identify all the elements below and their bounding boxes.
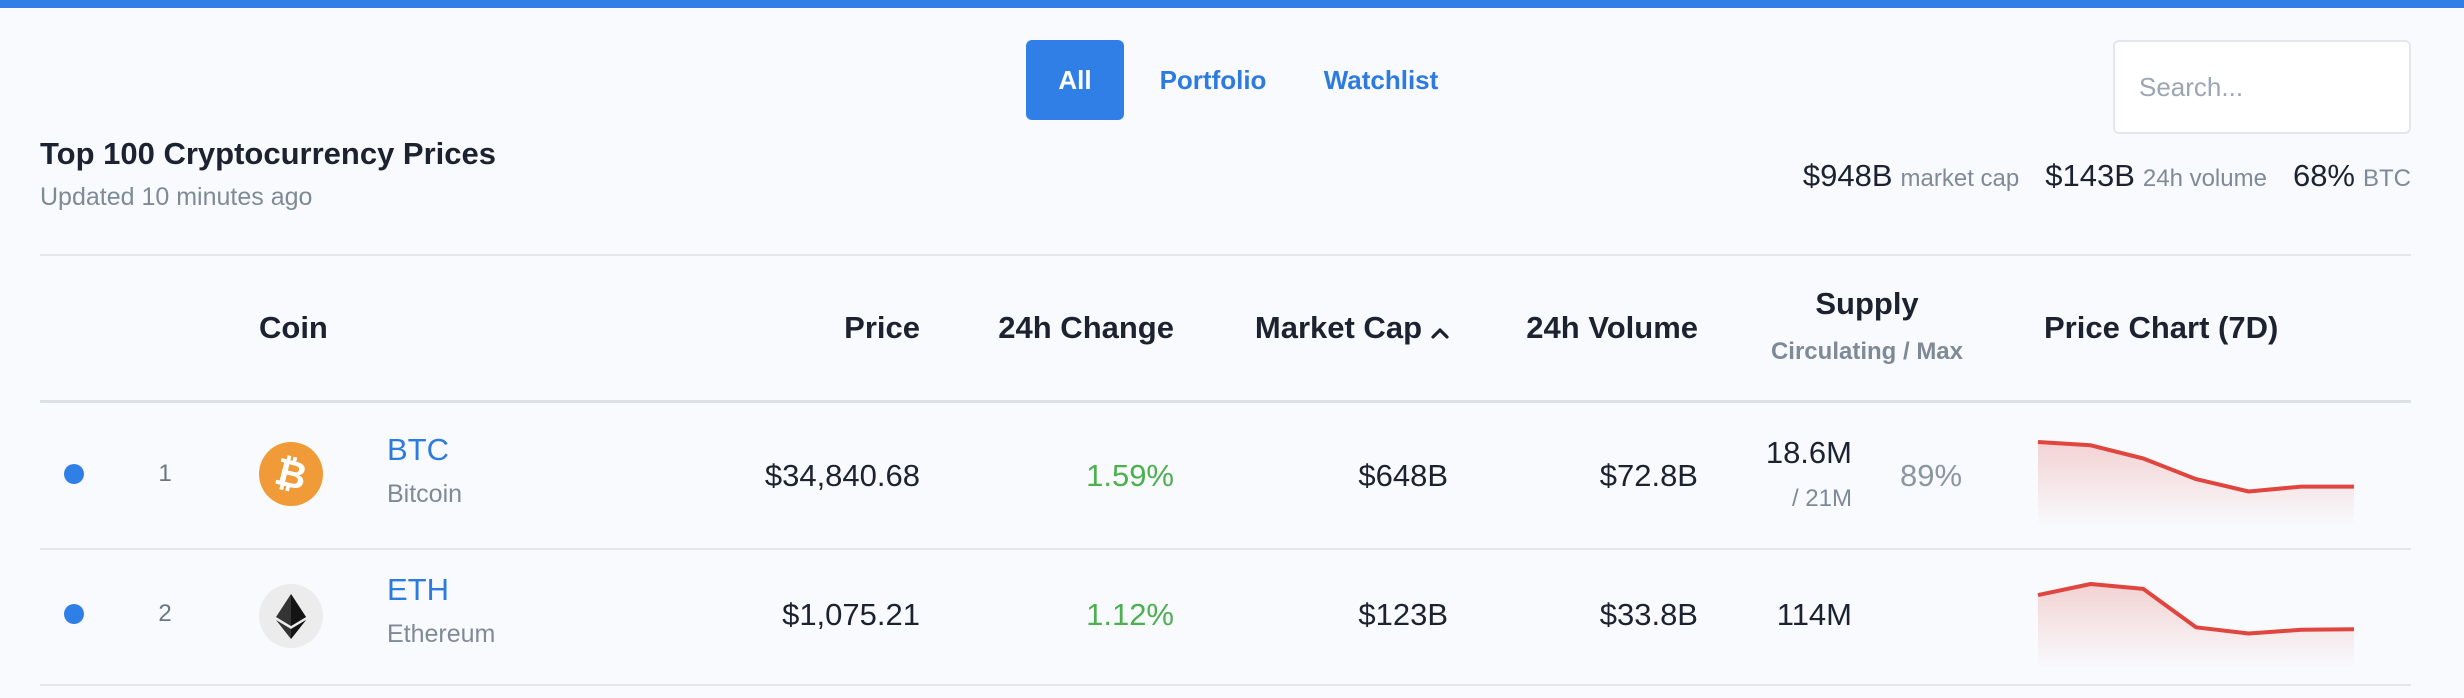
coin-supply-percent: 89% <box>1900 458 1963 493</box>
stat-value: $143B <box>2045 158 2135 193</box>
search-input[interactable] <box>2115 42 2409 132</box>
stat-value: $948B <box>1802 158 1893 193</box>
stat-label: 24h volume <box>2142 165 2267 192</box>
tab-watchlist[interactable]: Watchlist <box>1323 64 1439 95</box>
tab-portfolio[interactable]: Portfolio <box>1159 64 1267 95</box>
coin-volume: $72.8B <box>1599 458 1698 493</box>
market-cap-label: Market Cap <box>1254 310 1422 345</box>
tab-all[interactable]: All <box>1026 40 1124 120</box>
sparkline-line <box>2037 440 2354 494</box>
coin-market-cap: $648B <box>1358 458 1448 493</box>
rank: 2 <box>158 600 172 627</box>
coin-price: $34,840.68 <box>764 458 920 493</box>
ethereum-icon <box>259 584 323 648</box>
coin-supply-max: / 21M <box>1791 485 1852 512</box>
top-accent-bar <box>0 0 2464 8</box>
coin-symbol[interactable]: ETH <box>387 572 449 607</box>
page-title: Top 100 Cryptocurrency Prices <box>40 136 496 171</box>
header-divider <box>40 254 2411 256</box>
stat-btc-dominance: 68% BTC <box>2293 158 2411 194</box>
price-sparkline <box>2037 582 2355 668</box>
price-sparkline <box>2037 440 2354 526</box>
view-tabs: All Portfolio Watchlist <box>1026 40 1442 120</box>
stat-market-cap: $948B market cap <box>1803 158 2019 194</box>
stat-label: BTC <box>2363 165 2411 192</box>
coin-supply-circulating: 114M <box>1776 597 1852 632</box>
column-header-coin[interactable]: Coin <box>259 310 328 345</box>
sparkline-area <box>2038 584 2354 668</box>
coin-market-cap: $123B <box>1358 597 1448 632</box>
coin-supply-circulating: 18.6M <box>1765 435 1852 470</box>
coin-name: Ethereum <box>387 620 496 648</box>
row-divider <box>40 684 2411 686</box>
column-header-change[interactable]: 24h Change <box>998 310 1174 345</box>
column-subheader-supply: Circulating / Max <box>1770 338 1964 365</box>
row-divider <box>40 548 2411 550</box>
sparkline-area <box>2038 442 2354 526</box>
stat-volume: $143B 24h volume <box>2045 158 2267 194</box>
rank: 1 <box>158 460 172 487</box>
column-header-price-chart: Price Chart (7D) <box>2044 310 2279 345</box>
coin-volume: $33.8B <box>1599 597 1698 632</box>
column-header-market-cap[interactable]: Market Cap <box>1180 310 1450 348</box>
bitcoin-icon: ₿ <box>259 442 323 506</box>
table-header-divider <box>40 400 2411 403</box>
coin-change: 1.59% <box>1086 458 1174 493</box>
watch-dot[interactable] <box>64 464 84 484</box>
search-box <box>2113 40 2411 134</box>
updated-timestamp: Updated 10 minutes ago <box>40 183 313 211</box>
market-stats: $948B market cap $143B 24h volume 68% BTC <box>1803 158 2411 194</box>
column-header-volume[interactable]: 24h Volume <box>1526 310 1698 345</box>
sort-ascending-icon <box>1430 312 1450 348</box>
coin-price: $1,075.21 <box>782 597 920 632</box>
stat-value: 68% <box>2292 158 2355 193</box>
svg-text:₿: ₿ <box>271 449 312 499</box>
column-header-supply[interactable]: Supply <box>1815 286 1919 321</box>
coin-symbol[interactable]: BTC <box>387 432 449 467</box>
column-header-price[interactable]: Price <box>844 310 920 345</box>
watch-dot[interactable] <box>64 604 84 624</box>
coin-change: 1.12% <box>1086 597 1174 632</box>
sparkline-line <box>2037 582 2355 636</box>
coin-name: Bitcoin <box>387 480 463 508</box>
stat-label: market cap <box>1900 165 2020 192</box>
